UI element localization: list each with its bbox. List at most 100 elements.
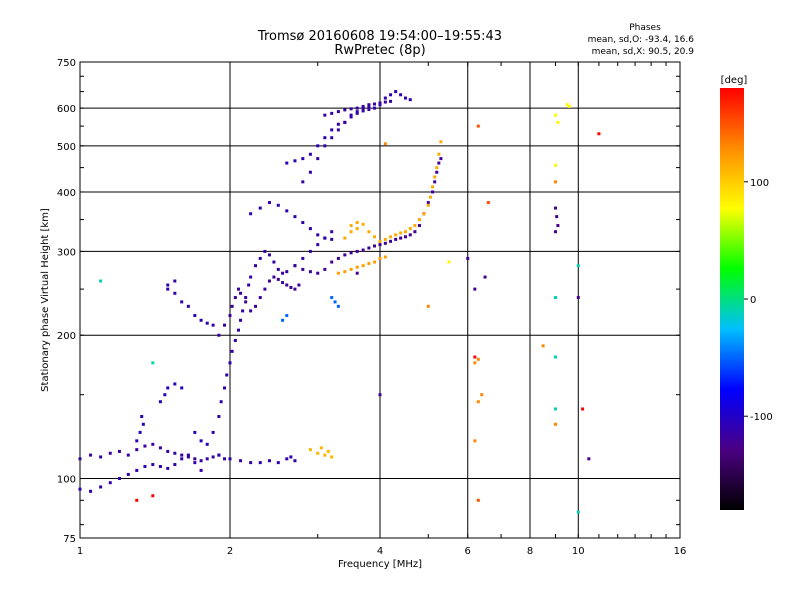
data-point	[228, 314, 232, 318]
data-point	[205, 442, 209, 446]
data-point	[166, 449, 170, 453]
data-point	[158, 464, 162, 468]
x-tick-label: 1	[77, 546, 83, 557]
phase-stats-heading: Phases	[629, 23, 661, 33]
data-point	[394, 233, 398, 237]
data-point	[319, 446, 323, 450]
data-point	[323, 136, 327, 140]
data-point	[408, 98, 412, 102]
data-point	[180, 457, 184, 461]
data-point	[355, 271, 359, 275]
data-point	[355, 111, 359, 115]
data-point	[267, 253, 271, 257]
data-point	[567, 104, 571, 108]
data-point	[135, 498, 139, 502]
data-point	[166, 287, 170, 291]
data-point	[361, 104, 365, 108]
data-point	[140, 414, 144, 418]
y-tick-label: 75	[63, 534, 76, 545]
data-point	[336, 256, 340, 260]
data-point	[330, 136, 334, 140]
data-point	[301, 267, 305, 271]
data-point	[343, 108, 347, 112]
data-point	[361, 106, 365, 110]
data-point	[228, 457, 232, 461]
data-point	[431, 190, 435, 194]
data-point	[217, 453, 221, 457]
data-point	[239, 291, 243, 295]
data-point	[330, 455, 334, 459]
data-point	[249, 275, 253, 279]
data-point	[556, 224, 560, 228]
data-point	[378, 101, 382, 105]
data-point	[428, 195, 432, 199]
y-axis-ticks: 75 100 200 300 400 500 600 750	[57, 58, 680, 545]
data-point	[249, 309, 253, 313]
data-point	[285, 209, 289, 213]
data-point	[330, 296, 334, 300]
data-point	[417, 218, 421, 222]
data-point	[394, 237, 398, 241]
data-point	[244, 300, 248, 304]
data-point	[378, 256, 382, 260]
data-point	[553, 180, 557, 184]
data-point	[78, 487, 82, 491]
data-point	[173, 291, 177, 295]
data-point	[389, 93, 393, 97]
x-axis-label: Frequency [MHz]	[338, 559, 422, 570]
data-point	[587, 457, 591, 461]
data-point	[108, 451, 112, 455]
data-point	[555, 215, 559, 219]
data-point	[281, 318, 285, 322]
data-point	[293, 287, 297, 291]
data-point	[426, 304, 430, 308]
data-point	[308, 270, 312, 274]
data-point	[89, 453, 93, 457]
data-point	[276, 461, 280, 465]
data-point	[355, 249, 359, 253]
data-point	[439, 157, 443, 161]
data-point	[249, 212, 253, 216]
data-point	[267, 279, 271, 283]
data-point	[135, 448, 139, 452]
data-point	[553, 407, 557, 411]
data-point	[316, 243, 320, 247]
data-point	[186, 453, 190, 457]
data-point	[117, 449, 121, 453]
data-point	[297, 283, 301, 287]
data-point	[367, 108, 371, 112]
data-point	[422, 212, 426, 216]
data-point	[413, 230, 417, 234]
data-point	[223, 386, 227, 390]
colorbar-label: [deg]	[721, 75, 748, 86]
data-point	[219, 400, 223, 404]
data-point	[541, 344, 545, 348]
data-point	[383, 100, 387, 104]
data-point	[263, 287, 267, 291]
data-point	[173, 463, 177, 467]
data-point	[389, 99, 393, 103]
x-tick-label: 10	[572, 546, 585, 557]
data-point	[285, 457, 289, 461]
data-point	[126, 472, 130, 476]
data-point	[576, 264, 580, 268]
data-point	[180, 453, 184, 457]
data-point	[135, 439, 139, 443]
data-point	[223, 323, 227, 327]
data-point	[408, 233, 412, 237]
data-point	[158, 400, 162, 404]
data-point	[343, 120, 347, 124]
data-point	[230, 304, 234, 308]
data-point	[236, 328, 240, 332]
data-point	[99, 485, 103, 489]
data-point	[285, 283, 289, 287]
data-point	[383, 142, 387, 146]
data-point	[553, 355, 557, 359]
data-point	[373, 235, 377, 239]
data-point	[323, 113, 327, 117]
data-point	[349, 115, 353, 119]
data-point	[373, 102, 377, 106]
data-point	[308, 152, 312, 156]
data-point	[343, 236, 347, 240]
